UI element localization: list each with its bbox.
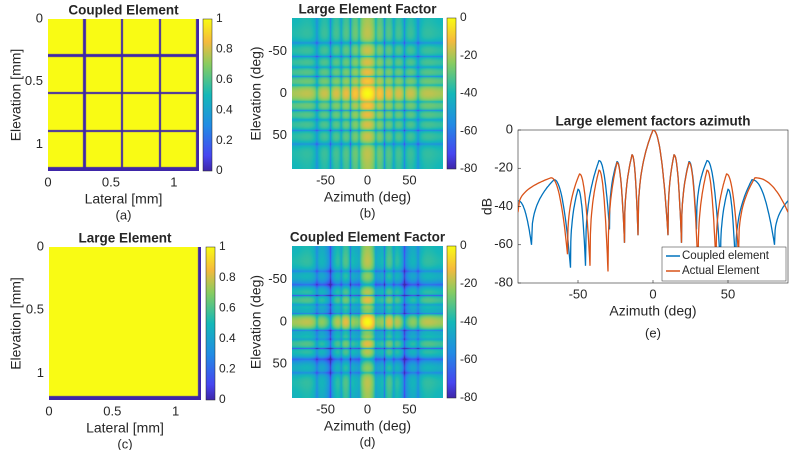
x-tick-label: 0.5	[103, 403, 121, 418]
y-axis-label: Elevation (deg)	[248, 275, 264, 369]
colorbar-tick-label: 0.6	[216, 72, 233, 86]
colorbar-tick-label: -80	[460, 390, 478, 404]
colorbar-tick-label: 0.8	[219, 270, 236, 284]
x-tick-label: -50	[316, 401, 335, 416]
colorbar-c	[205, 246, 216, 401]
y-axis-label: dB	[479, 198, 495, 215]
x-axis-label: Lateral [mm]	[86, 420, 164, 436]
chart-title: Large Element	[78, 231, 172, 246]
heatmap-c	[49, 247, 201, 400]
y-tick-label: 0	[506, 121, 513, 136]
x-tick-label: 50	[721, 286, 735, 301]
heatmap-b	[292, 18, 443, 169]
colorbar-tick-label: -20	[460, 48, 478, 62]
legend-label: Coupled element	[682, 250, 770, 262]
series-line-actual-element	[518, 130, 788, 272]
y-tick-label: -60	[494, 236, 513, 251]
y-tick-label: -40	[494, 198, 513, 213]
colorbar-b	[446, 17, 457, 170]
y-tick-label: 50	[273, 356, 287, 371]
x-tick-label: 0	[45, 403, 52, 418]
series-line-coupled-element	[518, 130, 788, 268]
colorbar-tick-label: -80	[460, 161, 478, 175]
colorbar-tick-label: -40	[460, 86, 478, 100]
colorbar-tick-label: -20	[460, 276, 478, 290]
colorbar-tick-label: 0.2	[216, 133, 233, 147]
colorbar-tick-label: 0	[460, 10, 467, 24]
y-tick-label: 0	[36, 10, 43, 25]
colorbar-tick-label: 1	[219, 239, 226, 253]
y-tick-label: 1	[36, 136, 43, 151]
x-axis-label: Azimuth (deg)	[324, 189, 411, 205]
colorbar-tick-label: 1	[216, 11, 223, 25]
figure-caption: (b)	[360, 205, 376, 220]
x-tick-label: -50	[316, 172, 335, 187]
chart-title: Coupled Element	[68, 3, 179, 18]
heatmap-a	[48, 19, 199, 171]
colorbar-tick-label: 0.4	[216, 102, 233, 116]
y-tick-label: 0	[280, 313, 287, 328]
x-tick-label: 0	[364, 401, 371, 416]
y-tick-label: 0.5	[26, 302, 44, 317]
colorbar-tick-label: 0.4	[219, 331, 236, 345]
y-tick-label: -50	[268, 43, 287, 58]
y-tick-label: 50	[273, 127, 287, 142]
y-axis-label: Elevation [mm]	[8, 49, 24, 142]
x-axis-label: Azimuth (deg)	[609, 303, 696, 319]
y-axis-label: Elevation [mm]	[8, 277, 24, 370]
y-tick-label: -20	[494, 160, 513, 175]
y-tick-label: -80	[494, 274, 513, 289]
y-tick-label: 0.5	[25, 73, 43, 88]
colorbar-tick-label: 0.8	[216, 42, 233, 56]
chart-title: Coupled Element Factor	[290, 230, 446, 245]
figure-caption: (c)	[117, 436, 132, 450]
figure-caption: (a)	[116, 207, 132, 222]
x-tick-label: 0	[364, 172, 371, 187]
figure-caption: (d)	[360, 434, 376, 449]
colorbar-tick-label: 0	[460, 238, 467, 252]
x-axis-label: Lateral [mm]	[85, 191, 163, 207]
colorbar-tick-label: 0.6	[219, 300, 236, 314]
colorbar-tick-label: -40	[460, 314, 478, 328]
legend-label: Actual Element	[682, 265, 760, 277]
y-tick-label: 1	[37, 365, 44, 380]
x-tick-label: 50	[402, 172, 416, 187]
colorbar-a	[202, 18, 213, 172]
x-tick-label: 0.5	[102, 174, 120, 189]
x-tick-label: 1	[172, 403, 179, 418]
colorbar-tick-label: -60	[460, 352, 478, 366]
x-tick-label: -50	[569, 286, 588, 301]
colorbar-tick-label: 0	[219, 392, 226, 406]
figure-caption: (e)	[645, 325, 661, 340]
x-tick-label: 50	[402, 401, 416, 416]
y-tick-label: 0	[37, 238, 44, 253]
legend	[661, 246, 787, 282]
x-axis-label: Azimuth (deg)	[324, 418, 411, 434]
x-tick-label: 0	[649, 286, 656, 301]
colorbar-tick-label: 0	[216, 163, 223, 177]
x-tick-label: 0	[44, 174, 51, 189]
chart-title: Large Element Factor	[298, 2, 437, 17]
colorbar-tick-label: 0.2	[219, 362, 236, 376]
colorbar-d	[446, 245, 457, 399]
colorbar-tick-label: -60	[460, 123, 478, 137]
y-tick-label: 0	[280, 85, 287, 100]
heatmap-d	[292, 246, 443, 398]
chart-title: Large element factors azimuth	[555, 114, 750, 129]
x-tick-label: 1	[170, 174, 177, 189]
y-axis-label: Elevation (deg)	[248, 46, 264, 140]
y-tick-label: -50	[268, 271, 287, 286]
